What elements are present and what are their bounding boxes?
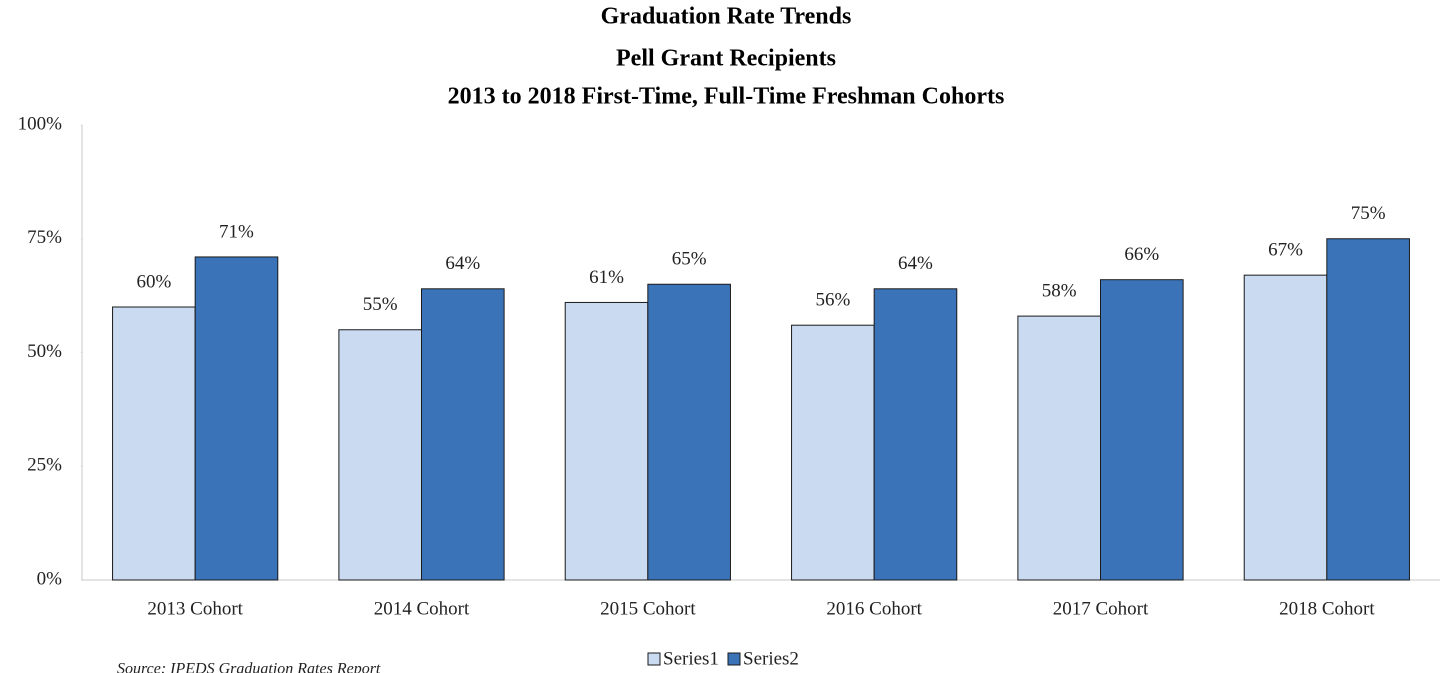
y-tick-label: 50%	[27, 341, 62, 362]
source-note: Source: IPEDS Graduation Rates Report	[117, 661, 381, 673]
value-label: 64%	[898, 253, 933, 274]
x-tick-label: 2016 Cohort	[826, 598, 922, 619]
value-label: 64%	[445, 253, 480, 274]
bar	[1243, 274, 1328, 581]
legend-swatch	[727, 652, 741, 666]
y-tick-label: 25%	[27, 455, 62, 476]
value-label: 66%	[1124, 244, 1159, 265]
y-tick-label: 100%	[18, 113, 63, 134]
bar	[338, 329, 422, 581]
bar	[564, 301, 649, 581]
legend-swatch	[647, 652, 661, 666]
chart-title: Pell Grant Recipients	[616, 46, 836, 72]
x-tick-label: 2018 Cohort	[1279, 598, 1375, 619]
legend-label: Series1	[663, 648, 719, 669]
bar	[421, 288, 505, 581]
x-tick-label: 2017 Cohort	[1053, 598, 1149, 619]
bar	[194, 256, 279, 581]
value-label: 67%	[1268, 240, 1303, 261]
bar	[791, 324, 875, 581]
value-label: 58%	[1042, 280, 1077, 301]
value-label: 56%	[815, 290, 850, 311]
x-tick-label: 2013 Cohort	[147, 598, 243, 619]
value-label: 55%	[363, 294, 398, 315]
bar	[647, 283, 731, 581]
value-label: 71%	[219, 221, 254, 242]
chart-title: 2013 to 2018 First-Time, Full-Time Fresh…	[448, 84, 1005, 110]
value-label: 60%	[136, 271, 171, 292]
x-tick-label: 2014 Cohort	[374, 598, 470, 619]
bar	[1100, 279, 1184, 581]
bar	[112, 306, 196, 581]
value-label: 65%	[672, 249, 707, 270]
value-label: 61%	[589, 267, 624, 288]
bar	[873, 288, 958, 581]
bar	[1326, 238, 1410, 581]
y-tick-label: 0%	[37, 568, 63, 589]
y-tick-label: 75%	[27, 227, 62, 248]
x-tick-label: 2015 Cohort	[600, 598, 696, 619]
chart-title: Graduation Rate Trends	[601, 4, 852, 30]
legend-label: Series2	[743, 648, 799, 669]
bar	[1017, 315, 1101, 581]
value-label: 75%	[1351, 203, 1386, 224]
